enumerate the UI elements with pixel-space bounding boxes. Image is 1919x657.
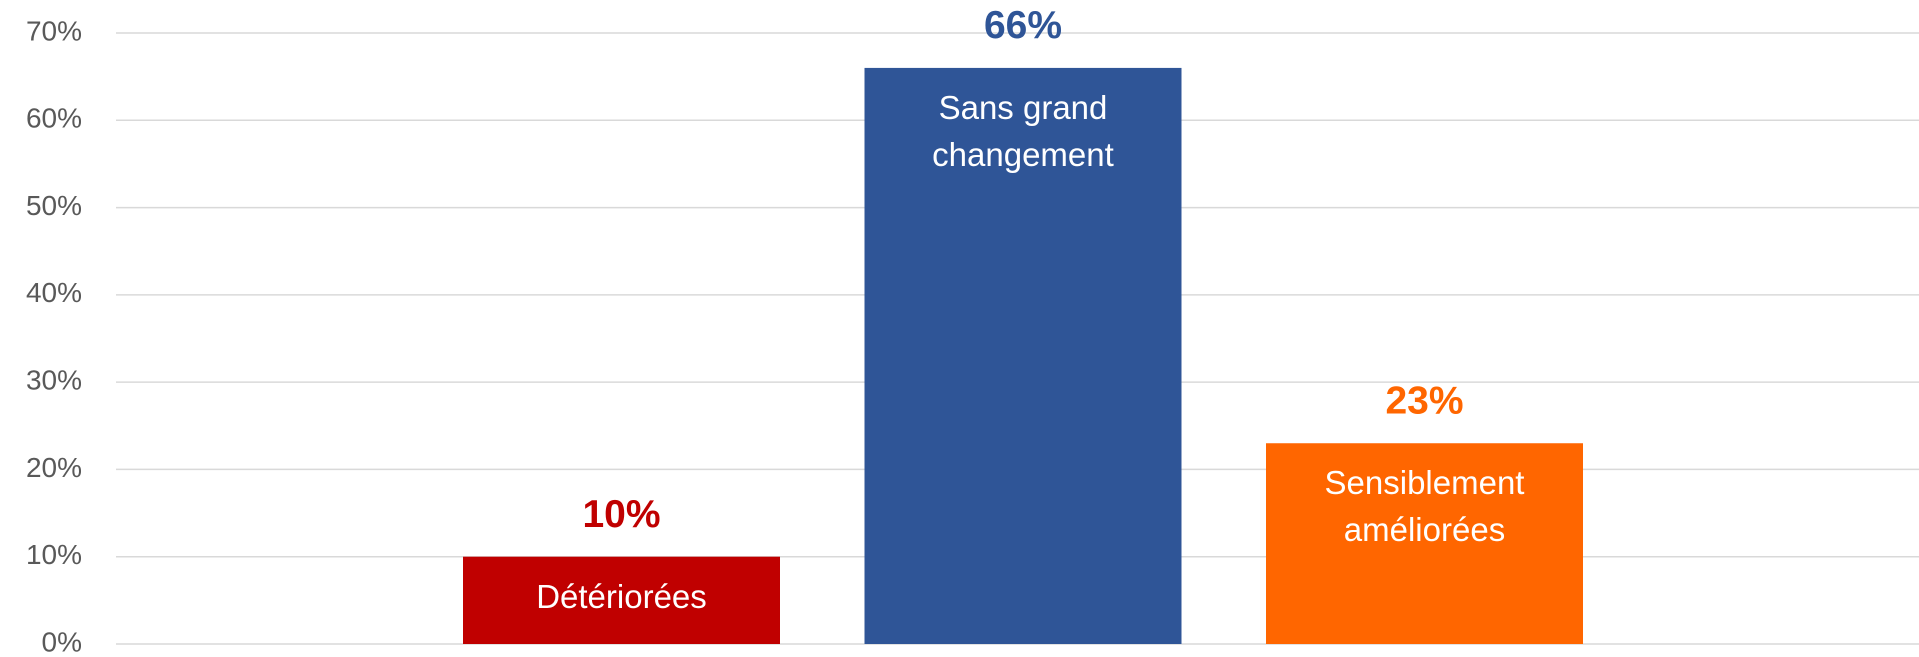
bar [463,556,780,644]
value-label: 23% [1385,380,1463,423]
bar [864,67,1182,644]
category-label: Sensiblement améliorées [1324,464,1525,549]
y-tick-label: 10% [26,539,82,570]
y-tick-label: 0% [42,626,82,657]
category-label: Détériorées [536,577,707,615]
y-tick-label: 20% [26,452,82,483]
y-tick-label: 60% [26,103,82,134]
y-tick-label: 30% [26,365,82,396]
y-tick-label: 40% [26,277,82,308]
value-label: 10% [582,493,660,536]
category-label: Sans grand changement [932,88,1114,173]
bar [1266,443,1583,644]
value-label: 66% [984,4,1062,47]
y-tick-label: 50% [26,190,82,221]
y-tick-label: 70% [26,15,82,46]
